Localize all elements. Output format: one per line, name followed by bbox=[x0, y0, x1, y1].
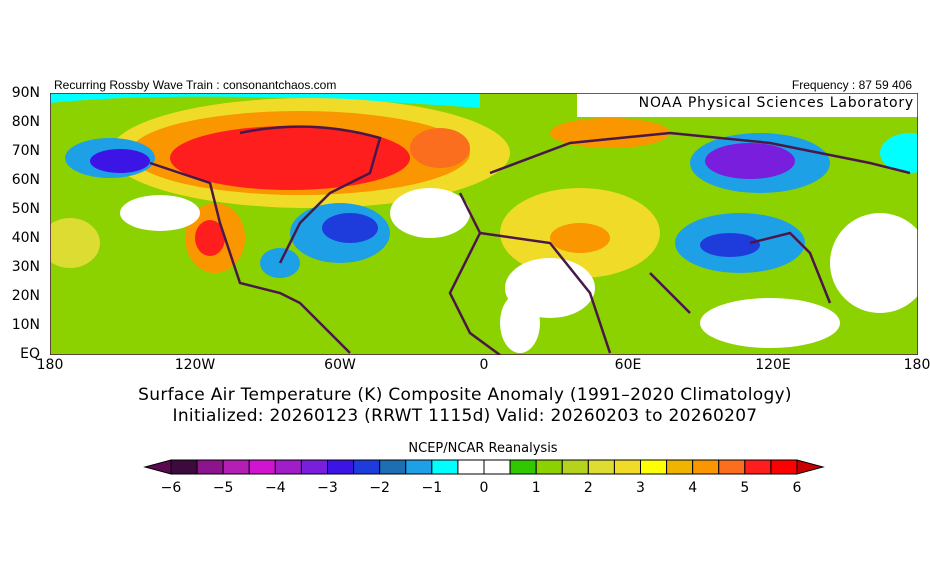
lat-label: 90N bbox=[11, 85, 40, 101]
colorbar-tick-label: −1 bbox=[421, 480, 443, 496]
colorbar-tick-label: 3 bbox=[636, 480, 645, 496]
colorbar-swatch bbox=[509, 459, 537, 475]
lon-label: 120W bbox=[174, 357, 216, 373]
colorbar-swatch bbox=[640, 459, 668, 475]
colorbar-swatch bbox=[483, 459, 511, 475]
colorbar-tick-label: −6 bbox=[160, 480, 182, 496]
header-left: Recurring Rossby Wave Train : consonantc… bbox=[54, 78, 337, 92]
lon-label: 120E bbox=[755, 357, 791, 373]
lat-label: 30N bbox=[11, 259, 40, 275]
colorbar-swatch bbox=[666, 459, 694, 475]
lat-label: 60N bbox=[11, 172, 40, 188]
colorbar-swatch bbox=[535, 459, 563, 475]
colorbar-swatch bbox=[196, 459, 224, 475]
colorbar-tick-label: 1 bbox=[531, 480, 541, 496]
colorbar-swatch bbox=[222, 459, 250, 475]
title-line-2: Initialized: 20260123 (RRWT 1115d) Valid… bbox=[172, 406, 758, 426]
colorbar-swatch bbox=[770, 459, 798, 475]
colorbar-swatch bbox=[587, 459, 615, 475]
colorbar-swatch bbox=[170, 459, 198, 475]
colorbar-tick-label: 4 bbox=[688, 480, 698, 496]
colorbar-swatch bbox=[431, 459, 459, 475]
colorbar-tick-label: 0 bbox=[479, 480, 489, 496]
lon-label: 0 bbox=[479, 357, 489, 373]
title-line-1: Surface Air Temperature (K) Composite An… bbox=[138, 385, 792, 405]
colorbar-tick-label: −2 bbox=[369, 480, 390, 496]
coastlines bbox=[149, 125, 911, 355]
colorbar-tick-label: −4 bbox=[265, 480, 286, 496]
colorbar-tick-label: −3 bbox=[317, 480, 338, 496]
credit-box bbox=[577, 93, 918, 117]
lon-label: 60W bbox=[324, 357, 356, 373]
colorbar-swatch bbox=[718, 459, 746, 475]
lat-label: 80N bbox=[11, 114, 40, 130]
colorbar-max-arrow bbox=[796, 459, 825, 475]
colorbar-tick-label: 5 bbox=[740, 480, 750, 496]
lon-label: 180 bbox=[36, 357, 64, 373]
credit-label: NOAA Physical Sciences Laboratory bbox=[638, 95, 914, 111]
temperature-anomaly-map bbox=[50, 93, 918, 355]
colorbar-label: NCEP/NCAR Reanalysis bbox=[408, 441, 558, 456]
header-right: Frequency : 87 59 406 bbox=[791, 78, 912, 92]
colorbar-swatch bbox=[744, 459, 772, 475]
colorbar-swatch bbox=[274, 459, 302, 475]
colorbar-swatch bbox=[327, 459, 355, 475]
colorbar-swatch bbox=[613, 459, 641, 475]
anomaly-fields bbox=[50, 93, 918, 353]
lat-label: 40N bbox=[11, 230, 40, 246]
lat-label: 50N bbox=[11, 201, 40, 217]
lat-label: 20N bbox=[11, 288, 40, 304]
colorbar-swatch bbox=[692, 459, 720, 475]
lat-label: 70N bbox=[11, 143, 40, 159]
colorbar-swatch bbox=[353, 459, 381, 475]
colorbar bbox=[143, 459, 825, 475]
colorbar-tick-label: −5 bbox=[212, 480, 234, 496]
colorbar-tick-label: 2 bbox=[583, 480, 593, 496]
lat-label: EQ bbox=[20, 346, 40, 362]
lon-label: 180 bbox=[903, 357, 930, 373]
colorbar-swatch bbox=[300, 459, 329, 475]
colorbar-swatch bbox=[379, 459, 407, 475]
colorbar-min-arrow bbox=[143, 459, 172, 475]
colorbar-tick-label: 6 bbox=[792, 480, 802, 496]
colorbar-swatch bbox=[561, 459, 589, 475]
colorbar-swatch bbox=[405, 459, 433, 475]
lon-label: 60E bbox=[614, 357, 642, 373]
colorbar-swatch bbox=[248, 459, 276, 475]
lat-label: 10N bbox=[11, 317, 40, 333]
colorbar-swatch bbox=[457, 459, 485, 475]
